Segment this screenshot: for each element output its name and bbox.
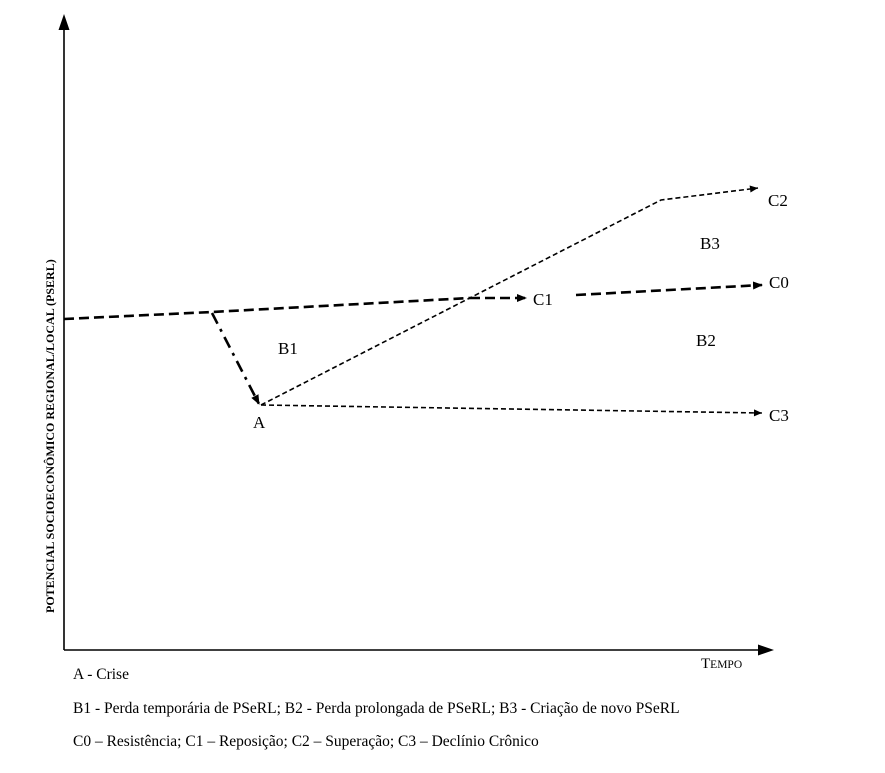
legend-line-outcomes: C0 – Resistência; C1 – Reposição; C2 – S…	[73, 733, 539, 750]
c0-resistance-arrow	[575, 281, 763, 297]
label-b1: B1	[278, 339, 298, 358]
label-b2: B2	[696, 331, 716, 350]
label-c3: C3	[769, 406, 789, 425]
y-axis-arrowhead	[58, 14, 70, 30]
label-b3: B3	[700, 234, 720, 253]
x-axis-title: TEMPO	[701, 656, 742, 672]
legend-line-losses: B1 - Perda temporária de PSeRL; B2 - Per…	[73, 700, 680, 717]
label-c1: C1	[533, 290, 553, 309]
label-c2: C2	[768, 191, 788, 210]
c2-overcoming-arrow	[260, 185, 759, 406]
legend-line-crisis: A - Crise	[73, 666, 129, 683]
c3-decline-arrow	[260, 404, 763, 417]
label-c0: C0	[769, 273, 789, 292]
crisis-drop-arrow	[210, 312, 261, 405]
y-axis-title: POTENCIAL SOCIOECONÔMICO REGIONAL/LOCAL …	[43, 259, 57, 613]
label-a-crisis: A	[253, 413, 266, 432]
baseline-trajectory	[63, 296, 471, 321]
x-axis-arrowhead	[758, 644, 774, 656]
